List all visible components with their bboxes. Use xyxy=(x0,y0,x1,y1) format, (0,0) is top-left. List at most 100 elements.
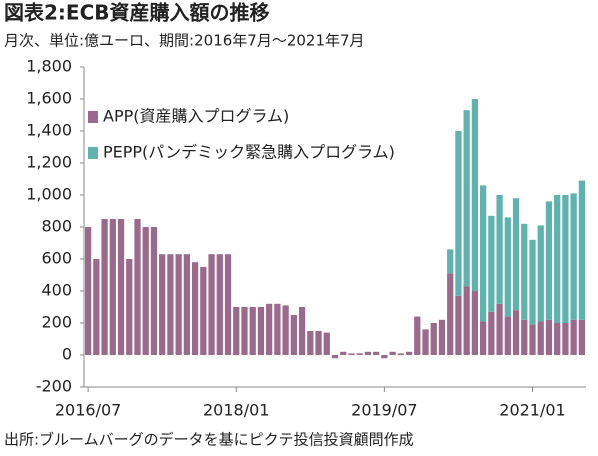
bar xyxy=(554,195,561,323)
bar xyxy=(463,286,470,355)
bar xyxy=(455,295,462,355)
bar xyxy=(488,311,495,355)
bar xyxy=(200,267,207,355)
y-tick-label: 800 xyxy=(41,217,72,236)
y-tick-label: 600 xyxy=(41,249,72,268)
bar xyxy=(480,185,487,322)
bar xyxy=(364,351,372,355)
bar xyxy=(422,329,429,355)
bar xyxy=(142,227,149,355)
bar xyxy=(224,254,232,355)
bar xyxy=(504,217,511,317)
bar xyxy=(471,99,479,291)
bar xyxy=(554,323,561,355)
bar xyxy=(340,351,347,355)
bar xyxy=(389,351,396,355)
bar xyxy=(397,353,404,355)
bar xyxy=(315,331,322,355)
bar xyxy=(512,310,520,355)
bar xyxy=(101,219,108,355)
y-tick-label: 0 xyxy=(62,345,72,364)
bar xyxy=(545,319,553,355)
bar xyxy=(570,319,577,355)
bar xyxy=(529,239,536,325)
bar xyxy=(578,319,586,355)
bar xyxy=(84,227,92,355)
bar xyxy=(512,198,520,311)
bar xyxy=(529,324,536,355)
bar xyxy=(331,355,339,359)
bar xyxy=(488,215,495,312)
bar xyxy=(257,307,265,355)
legend-swatch xyxy=(88,147,98,159)
bar xyxy=(298,307,306,355)
bar xyxy=(430,323,437,355)
bar xyxy=(290,315,297,355)
y-tick-label: 400 xyxy=(41,281,72,300)
bar xyxy=(373,351,380,355)
bar xyxy=(471,291,479,355)
bar xyxy=(348,353,355,355)
bar xyxy=(241,307,248,355)
bar xyxy=(93,259,100,355)
bar xyxy=(496,303,503,355)
y-tick-label: 1,200 xyxy=(26,153,72,172)
y-tick-label: 1,800 xyxy=(26,57,72,76)
source-note: 出所:ブルームバーグのデータを基にピクテ投信投資顧問作成 xyxy=(4,431,414,449)
legend-label: APP(資産購入プログラム) xyxy=(103,107,289,126)
bar xyxy=(447,273,454,355)
bar xyxy=(562,195,569,323)
x-tick-label: 2019/07 xyxy=(351,401,417,420)
bar xyxy=(537,321,544,355)
bar xyxy=(274,303,281,355)
x-tick-label: 2018/01 xyxy=(203,401,269,420)
bar xyxy=(208,254,215,355)
bar xyxy=(447,249,454,274)
bar xyxy=(480,321,487,355)
bar xyxy=(381,355,388,359)
bar xyxy=(233,307,240,355)
x-tick-label: 2016/07 xyxy=(55,401,121,420)
bar xyxy=(414,316,421,355)
legend-swatch xyxy=(88,111,98,123)
bar xyxy=(356,353,363,355)
bar xyxy=(521,223,528,320)
bar xyxy=(545,201,553,320)
bar xyxy=(562,323,569,355)
bar xyxy=(191,262,199,355)
bar xyxy=(159,254,166,355)
x-tick-label: 2021/01 xyxy=(499,401,565,420)
bar xyxy=(537,225,544,322)
bar xyxy=(126,259,133,355)
bar xyxy=(455,131,462,296)
y-tick-label: 200 xyxy=(41,313,72,332)
bar xyxy=(438,319,446,355)
bar xyxy=(216,254,223,355)
bar xyxy=(463,110,470,287)
legend-label: PEPP(パンデミック緊急購入プログラム) xyxy=(103,143,395,162)
bar xyxy=(175,254,182,355)
bar xyxy=(109,219,116,355)
bar xyxy=(323,332,330,355)
bar xyxy=(570,193,577,320)
y-tick-label: -200 xyxy=(36,377,72,396)
bar xyxy=(496,195,503,304)
bar xyxy=(249,307,256,355)
bar xyxy=(183,254,190,355)
y-tick-label: 1,600 xyxy=(26,89,72,108)
bar xyxy=(578,180,586,320)
bar xyxy=(307,331,314,355)
bar xyxy=(266,303,273,355)
bar xyxy=(521,319,528,355)
bar xyxy=(150,227,158,355)
bar xyxy=(134,219,141,355)
bar xyxy=(167,254,174,355)
chart-title: 図表2:ECB資産購入額の推移 xyxy=(4,1,270,25)
bar xyxy=(405,351,413,355)
y-tick-label: 1,000 xyxy=(26,185,72,204)
bar xyxy=(504,316,511,355)
y-tick-label: 1,400 xyxy=(26,121,72,140)
bar xyxy=(117,219,125,355)
chart-subtitle: 月次、単位:億ユーロ、期間:2016年7月〜2021年7月 xyxy=(4,32,365,50)
